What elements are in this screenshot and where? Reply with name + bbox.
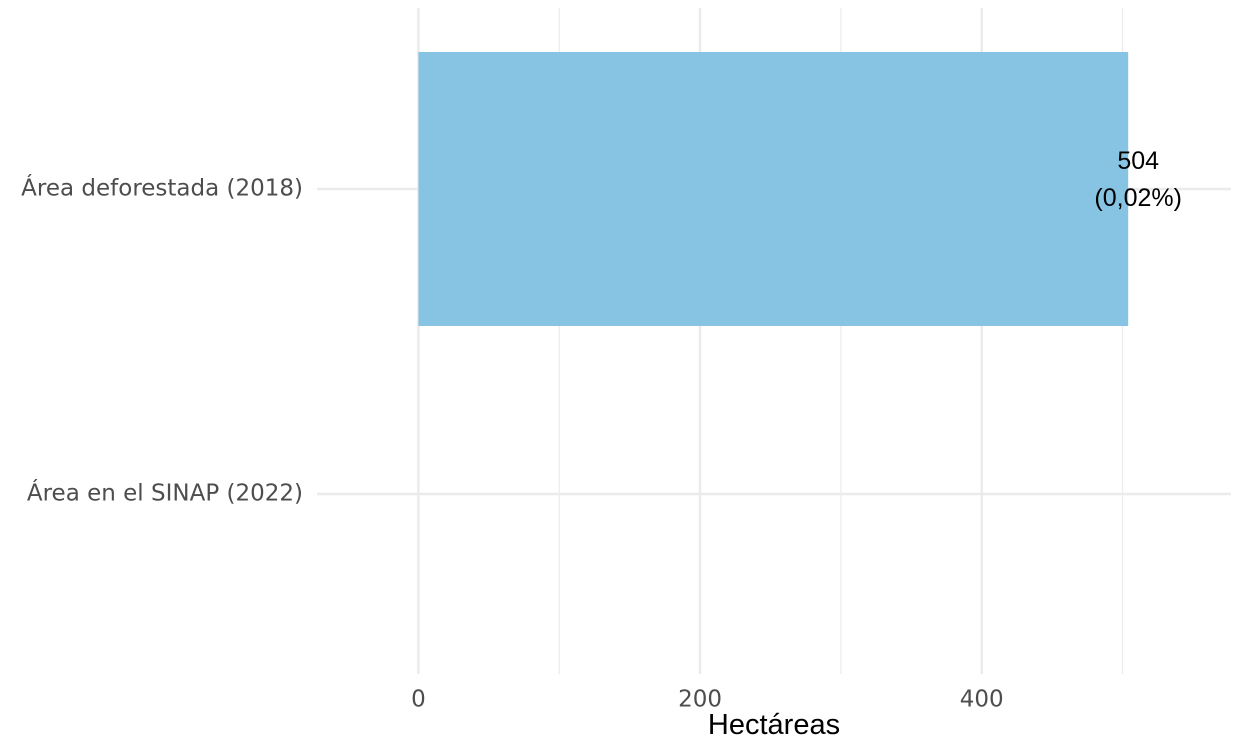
bar (418, 52, 1129, 326)
x-tick-label: 400 (960, 687, 1004, 713)
bars (418, 52, 1129, 326)
x-tick-label: 200 (678, 687, 722, 713)
y-tick-labels: Área deforestada (2018) Área en el SINAP … (21, 174, 303, 507)
data-label: (0,02%) (1094, 184, 1182, 212)
y-tick-label: Área deforestada (2018) (21, 174, 303, 202)
x-axis-title: Hectáreas (708, 709, 840, 741)
x-tick-labels: 0 200 400 (411, 687, 1004, 713)
y-tick-label: Área en el SINAP (2022) (27, 479, 303, 507)
x-tick-label: 0 (411, 687, 426, 713)
data-labels: 504 (0,02%) (1094, 147, 1182, 212)
data-label: 504 (1117, 147, 1159, 175)
